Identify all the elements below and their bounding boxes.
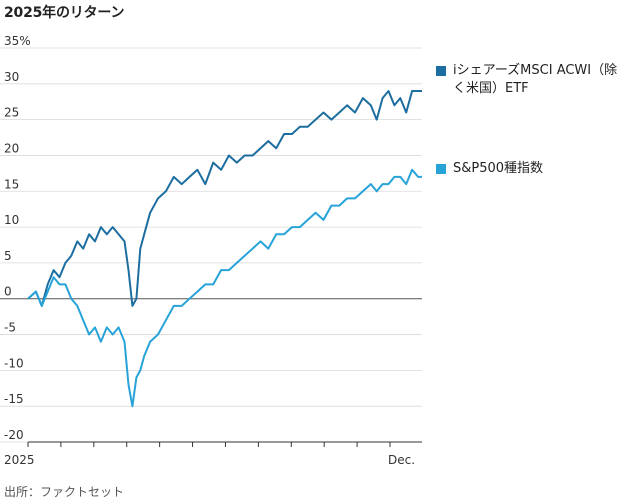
x-axis: 2025 Dec. [4, 441, 422, 467]
y-tick-label: 0 [4, 285, 12, 299]
y-tick-label: 5 [4, 249, 12, 263]
x-tick-label-end: Dec. [388, 453, 415, 467]
legend-swatch-sp500 [436, 164, 446, 174]
y-tick-label: -5 [4, 321, 16, 335]
y-tick-label: 20 [4, 141, 19, 155]
legend-item-sp500: S&P500種指数 [436, 160, 620, 180]
series-line-sp500 [27, 168, 422, 408]
y-axis-ticks: 35% 30 25 20 15 10 5 0 -5 -10 -15 -20 [4, 34, 31, 442]
series-line-acwi [27, 90, 422, 307]
line-chart: 35% 30 25 20 15 10 5 0 -5 -10 -15 -20 2025 Dec. [0, 34, 422, 467]
y-tick-label: -15 [4, 392, 24, 406]
y-tick-label: 25 [4, 106, 19, 120]
y-tick-label: 30 [4, 70, 19, 84]
legend-label-sp500: S&P500種指数 [453, 161, 544, 176]
y-tick-label: -20 [4, 428, 24, 442]
y-tick-label: -10 [4, 356, 24, 370]
series-lines [27, 90, 422, 408]
y-tick-label: 15 [4, 177, 19, 191]
source-note: 出所：ファクトセット [4, 485, 125, 499]
chart-title: 2025年のリターン [4, 5, 125, 21]
y-tick-label: 10 [4, 213, 19, 227]
legend-label-acwi: iシェアーズMSCI ACWI（除く米国）ETF [453, 63, 618, 96]
y-tick-label: 35% [4, 34, 31, 48]
legend-item-acwi: iシェアーズMSCI ACWI（除く米国）ETF [436, 62, 620, 102]
legend-swatch-acwi [436, 66, 446, 76]
x-tick-label-start: 2025 [4, 453, 35, 467]
